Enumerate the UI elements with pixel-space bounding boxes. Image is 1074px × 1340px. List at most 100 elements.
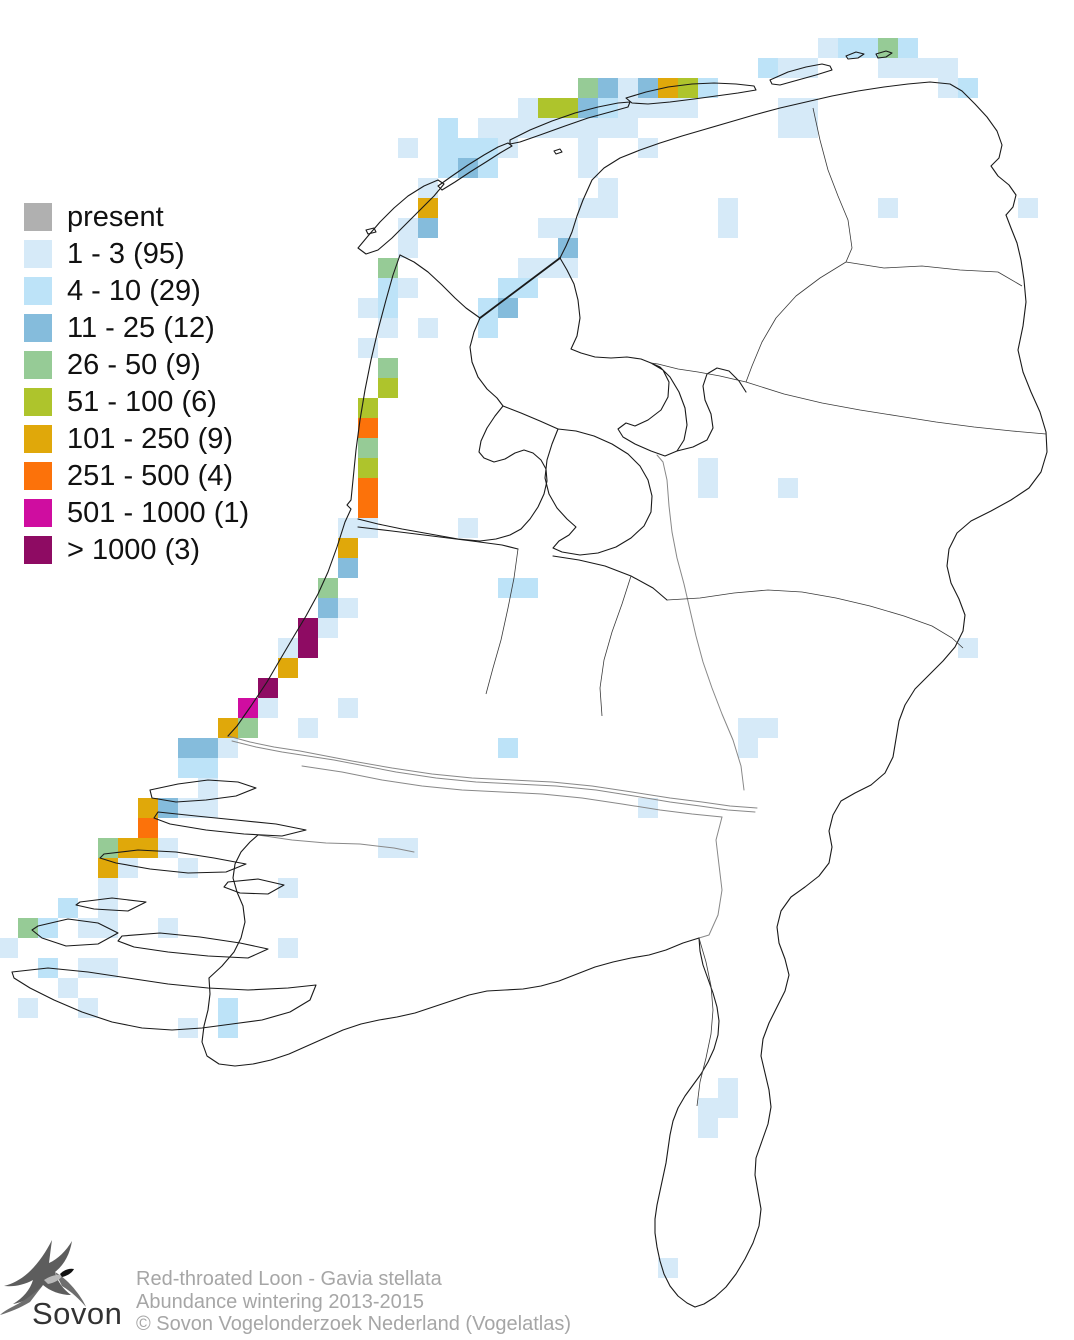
grid-cell bbox=[498, 278, 518, 298]
grid-cell bbox=[358, 498, 378, 518]
grid-cell bbox=[198, 758, 218, 778]
grid-cell bbox=[698, 478, 718, 498]
grid-cell bbox=[578, 118, 598, 138]
legend-item: 251 - 500 (4) bbox=[24, 460, 249, 492]
grid-cell bbox=[218, 738, 238, 758]
legend-item: 101 - 250 (9) bbox=[24, 423, 249, 455]
grid-cell bbox=[338, 598, 358, 618]
island-tholen bbox=[223, 878, 285, 895]
grid-cell bbox=[898, 38, 918, 58]
border-brabant-limburg bbox=[696, 937, 714, 1107]
grid-cell bbox=[558, 98, 578, 118]
grid-cell bbox=[818, 38, 838, 58]
coast-friesland-ijsselmeer bbox=[559, 257, 652, 364]
grid-cell bbox=[198, 738, 218, 758]
caption-subtitle: Abundance wintering 2013-2015 bbox=[136, 1290, 424, 1313]
grid-cell bbox=[398, 238, 418, 258]
legend-item: 4 - 10 (29) bbox=[24, 277, 249, 306]
coast-wadden-mainland bbox=[559, 81, 1017, 259]
grid-cell bbox=[478, 318, 498, 338]
river-hollands-diep bbox=[257, 834, 415, 853]
caption-block: Red-throated Loon - Gavia stellata Abund… bbox=[136, 1268, 571, 1336]
legend-swatch bbox=[24, 388, 52, 416]
river-lek bbox=[231, 740, 756, 813]
sovon-logo bbox=[0, 1240, 86, 1315]
grid-cell bbox=[718, 218, 738, 238]
legend-label: 101 - 250 (9) bbox=[67, 423, 234, 455]
noordzeekanaal-south bbox=[357, 526, 519, 550]
legend-swatch bbox=[24, 203, 52, 231]
island-walcheren bbox=[31, 918, 119, 947]
coast-brabant-west bbox=[208, 834, 259, 979]
grid-cell bbox=[538, 118, 558, 138]
grid-cell bbox=[418, 178, 438, 198]
border-limburg-west bbox=[654, 937, 720, 1308]
legend-swatch bbox=[24, 314, 52, 342]
grid-cell bbox=[778, 98, 798, 118]
grid-cell bbox=[478, 298, 498, 318]
grid-cell bbox=[38, 918, 58, 938]
grid-cell bbox=[98, 898, 118, 918]
zeeuws-vlaanderen bbox=[11, 967, 317, 1031]
grid-cell bbox=[758, 718, 778, 738]
grid-cell bbox=[878, 198, 898, 218]
grid-cell bbox=[498, 298, 518, 318]
island-terschelling bbox=[509, 101, 631, 145]
grid-cell bbox=[698, 1098, 718, 1118]
legend-label: 11 - 25 (12) bbox=[67, 312, 215, 344]
grid-cell bbox=[398, 138, 418, 158]
houtribdijk bbox=[502, 405, 559, 430]
grid-cell bbox=[258, 698, 278, 718]
legend-swatch bbox=[24, 351, 52, 379]
grid-cell bbox=[638, 138, 658, 158]
grid-cell bbox=[338, 558, 358, 578]
grid-cell bbox=[618, 98, 638, 118]
grid-cell bbox=[478, 158, 498, 178]
grid-cell bbox=[198, 798, 218, 818]
grid-cell bbox=[0, 938, 18, 958]
legend-swatch bbox=[24, 499, 52, 527]
grid-cell bbox=[358, 478, 378, 498]
grid-cell bbox=[378, 258, 398, 278]
river-waal bbox=[301, 765, 723, 818]
grid-cell bbox=[378, 298, 398, 318]
legend-label: 251 - 500 (4) bbox=[67, 460, 234, 492]
grid-cell bbox=[458, 518, 478, 538]
grid-cell bbox=[678, 98, 698, 118]
grid-cell bbox=[318, 618, 338, 638]
grid-cell bbox=[458, 138, 478, 158]
grid-cell bbox=[398, 278, 418, 298]
grid-cell bbox=[498, 738, 518, 758]
legend-label: 26 - 50 (9) bbox=[67, 349, 201, 381]
border-friesland-groningen bbox=[812, 107, 853, 263]
grid-cell bbox=[498, 118, 518, 138]
grid-cell bbox=[438, 138, 458, 158]
grid-cell bbox=[278, 938, 298, 958]
island-schiermonnikoog bbox=[769, 63, 833, 86]
border-drenthe-overijssel bbox=[745, 381, 1047, 435]
legend-item: 1 - 3 (95) bbox=[24, 240, 249, 269]
island-vlieland bbox=[437, 142, 513, 191]
grid-cell bbox=[718, 1078, 738, 1098]
grid-cell bbox=[598, 78, 618, 98]
grid-cell bbox=[678, 78, 698, 98]
noordoostpolder bbox=[617, 362, 688, 457]
border-germany bbox=[694, 214, 1048, 1308]
island-noord-beveland bbox=[75, 897, 147, 912]
legend-swatch bbox=[24, 462, 52, 490]
legend-swatch bbox=[24, 425, 52, 453]
grid-cell bbox=[118, 838, 138, 858]
river-maas-south bbox=[698, 816, 723, 939]
grid-cell bbox=[278, 878, 298, 898]
grid-cell bbox=[718, 1098, 738, 1118]
island-zuid-beveland bbox=[117, 932, 269, 959]
border-utrecht-gelderland bbox=[599, 575, 632, 717]
grid-cell bbox=[638, 78, 658, 98]
grid-cell bbox=[698, 458, 718, 478]
grid-cell bbox=[738, 718, 758, 738]
grid-cell bbox=[518, 578, 538, 598]
grid-cell bbox=[458, 158, 478, 178]
grid-cell bbox=[98, 878, 118, 898]
grid-cell bbox=[158, 838, 178, 858]
grid-cell bbox=[798, 58, 818, 78]
